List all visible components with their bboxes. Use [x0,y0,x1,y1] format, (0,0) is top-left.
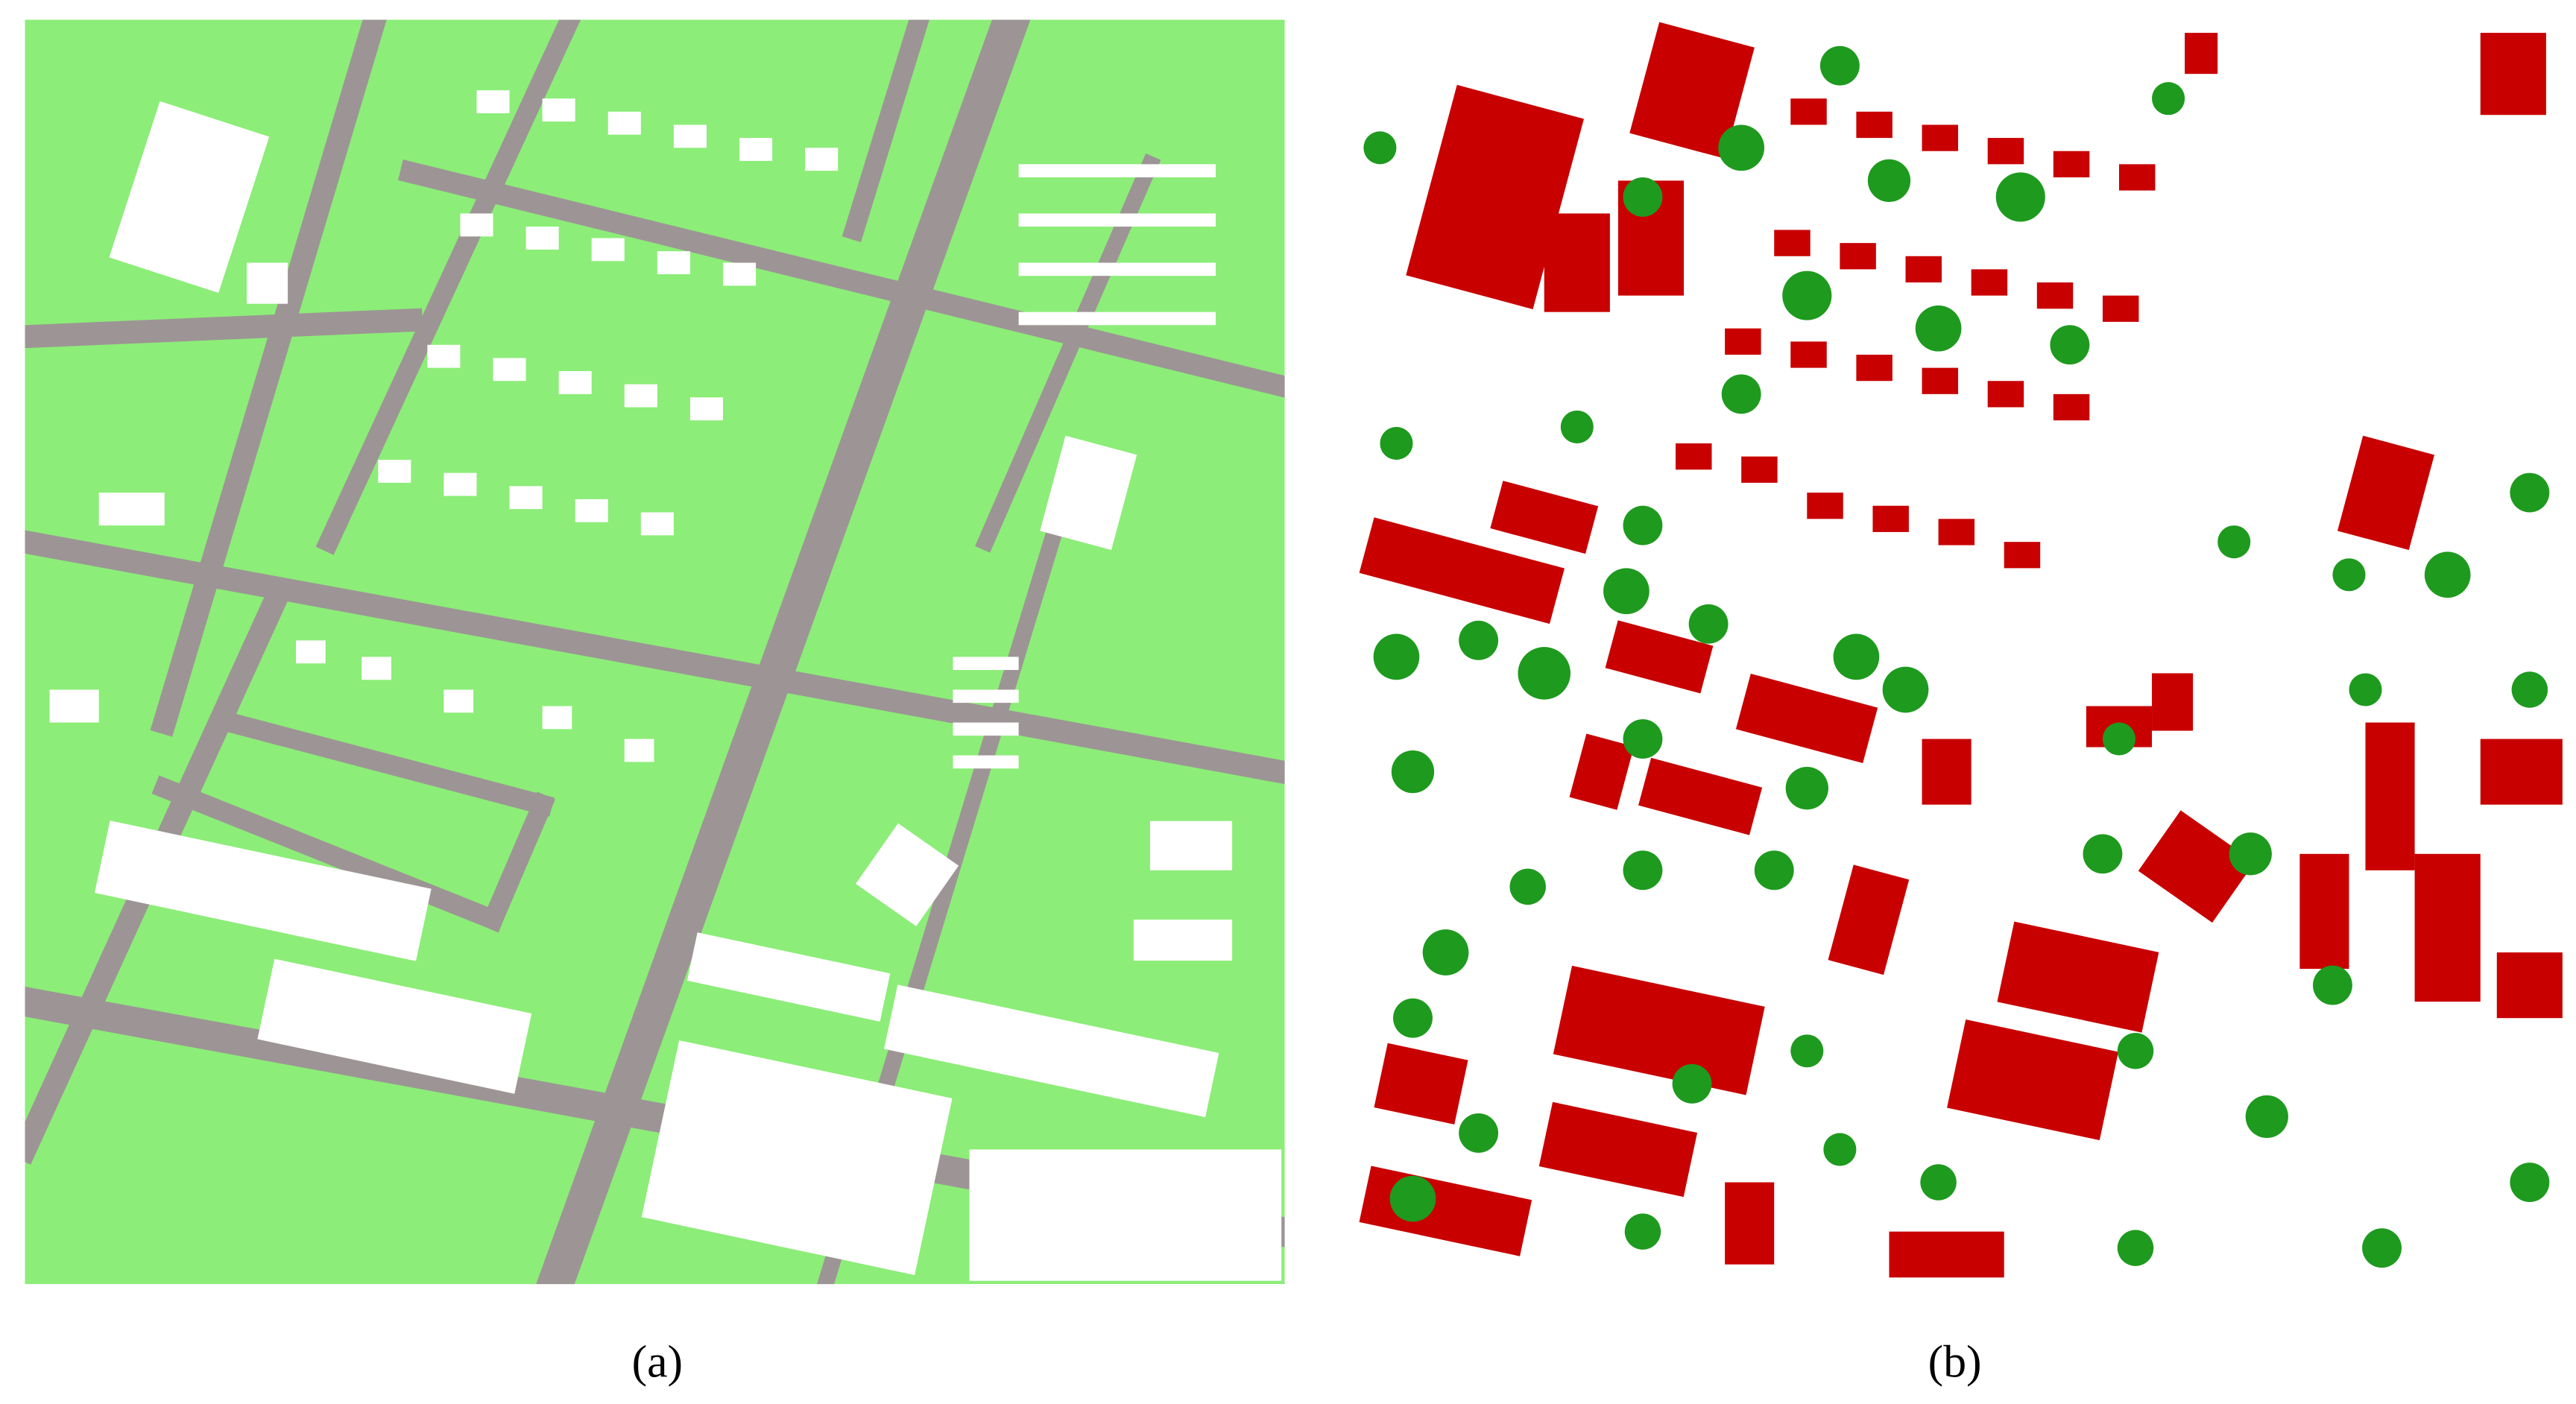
panel-label: (b) [1928,1336,1982,1387]
panel-a-map [25,19,1285,1285]
panel-b-map [1357,19,2563,1278]
panel-label: (a) [632,1336,683,1387]
